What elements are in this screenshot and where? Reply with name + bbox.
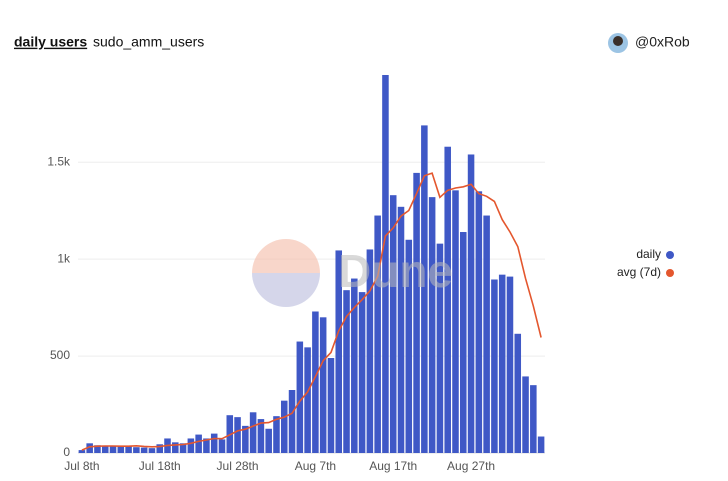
bar <box>133 447 140 453</box>
bar <box>514 333 522 453</box>
bar <box>475 191 483 454</box>
bar <box>218 439 226 453</box>
bar <box>366 249 374 453</box>
bar <box>86 443 93 453</box>
bar <box>319 317 327 453</box>
y-tick-label: 0 <box>63 445 70 459</box>
watermark-logo-top <box>252 239 320 273</box>
bar <box>140 447 148 453</box>
bar <box>522 376 529 453</box>
y-tick-label: 1k <box>57 251 71 265</box>
legend-swatch <box>666 251 674 259</box>
bar <box>428 197 436 453</box>
bar <box>351 278 358 453</box>
bar <box>242 425 249 453</box>
bar <box>444 146 451 453</box>
bar <box>257 419 265 453</box>
bar <box>296 341 304 453</box>
watermark-logo-bottom <box>252 273 320 307</box>
bar <box>203 438 210 453</box>
bar <box>436 243 444 453</box>
bar <box>179 443 187 453</box>
bar <box>467 154 475 453</box>
legend-label: daily <box>636 247 661 261</box>
bar <box>156 444 163 453</box>
bar <box>195 434 202 453</box>
bar <box>312 311 319 453</box>
query-name: sudo_amm_users <box>93 34 204 50</box>
bar <box>117 446 125 453</box>
y-tick-label: 1.5k <box>47 154 71 168</box>
bar <box>234 417 241 453</box>
y-tick-label: 500 <box>50 348 70 362</box>
bar <box>273 416 280 453</box>
x-tick-label: Aug 7th <box>295 459 336 473</box>
bar <box>148 448 156 453</box>
bar <box>405 239 413 453</box>
x-tick-label: Jul 18th <box>139 459 181 473</box>
bar <box>265 428 272 453</box>
bar <box>94 445 101 453</box>
bar <box>78 450 86 453</box>
bar <box>304 347 311 453</box>
x-tick-label: Aug 27th <box>447 459 495 473</box>
x-tick-label: Jul 8th <box>64 459 99 473</box>
bar <box>249 412 257 453</box>
line <box>81 172 542 451</box>
bar <box>530 385 537 453</box>
bar <box>358 292 366 453</box>
bar <box>421 125 428 454</box>
bar <box>506 276 514 453</box>
bar <box>125 446 132 453</box>
bar <box>210 433 218 453</box>
bar <box>537 436 545 453</box>
bar <box>101 445 109 453</box>
watermark: Dune <box>252 239 453 307</box>
bar <box>498 274 506 453</box>
bar <box>374 215 381 453</box>
bar <box>343 290 350 453</box>
bar <box>335 250 343 453</box>
bar <box>452 190 459 454</box>
bar <box>382 75 389 453</box>
legend-swatch <box>666 269 674 277</box>
bar <box>109 446 117 453</box>
legend-label: avg (7d) <box>617 265 661 279</box>
x-tick-label: Jul 28th <box>217 459 259 473</box>
avatar-face <box>613 36 623 46</box>
bar <box>491 279 498 453</box>
bar <box>460 232 467 453</box>
bar <box>187 438 195 453</box>
bar <box>288 390 296 453</box>
bar <box>327 358 335 453</box>
author[interactable]: @0xRob <box>635 34 690 50</box>
bar <box>413 172 420 453</box>
bar <box>389 195 397 453</box>
chart-title[interactable]: daily users <box>14 34 87 50</box>
bar <box>397 206 405 453</box>
bar <box>280 400 288 453</box>
bar <box>172 442 179 453</box>
watermark-text: Dune <box>338 245 453 297</box>
bar <box>483 215 490 453</box>
x-tick-label: Aug 17th <box>369 459 417 473</box>
